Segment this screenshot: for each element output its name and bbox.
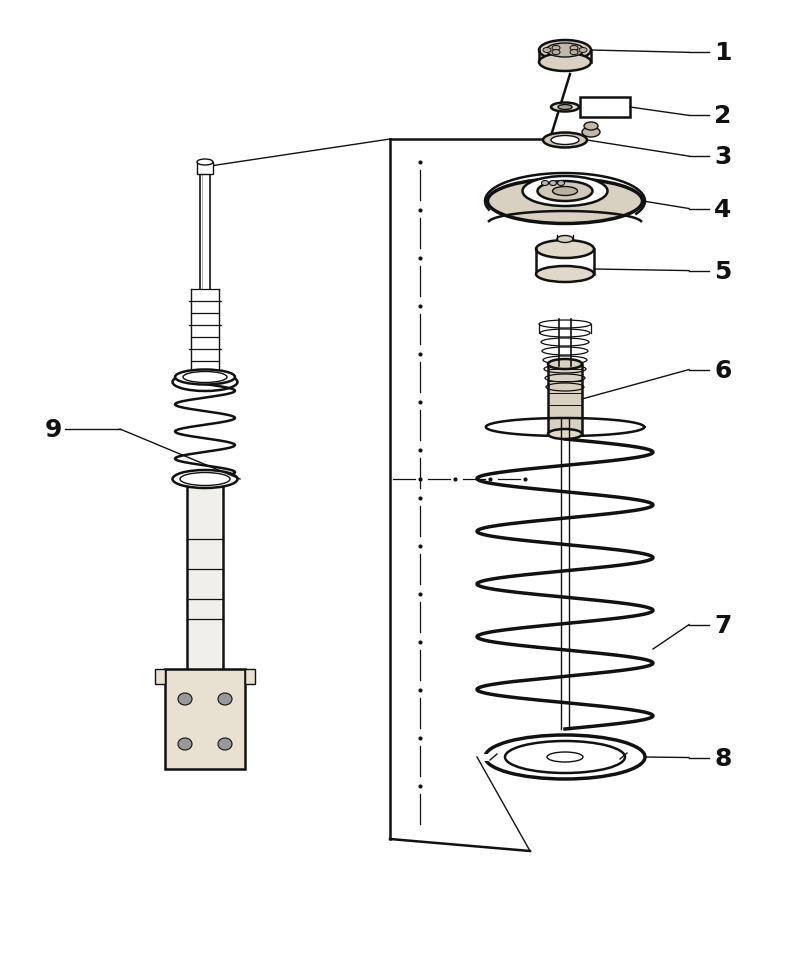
Ellipse shape: [570, 50, 578, 55]
Text: 1: 1: [714, 42, 731, 65]
Ellipse shape: [218, 693, 232, 705]
Ellipse shape: [536, 240, 594, 259]
Ellipse shape: [539, 54, 591, 72]
Bar: [245, 670, 255, 684]
Ellipse shape: [552, 47, 560, 51]
Text: 5: 5: [714, 260, 731, 283]
Bar: [189, 480, 221, 670]
Bar: [580, 98, 630, 118]
Ellipse shape: [178, 738, 192, 750]
Ellipse shape: [557, 236, 573, 243]
Ellipse shape: [542, 181, 549, 186]
Ellipse shape: [543, 48, 551, 53]
Ellipse shape: [173, 471, 238, 488]
Text: 7: 7: [714, 613, 731, 637]
Bar: [197, 163, 213, 174]
Ellipse shape: [553, 187, 578, 197]
Text: 6: 6: [714, 359, 731, 382]
Ellipse shape: [178, 693, 192, 705]
Ellipse shape: [546, 44, 584, 58]
Ellipse shape: [522, 176, 607, 206]
Ellipse shape: [558, 181, 565, 186]
Ellipse shape: [538, 182, 593, 202]
Text: 9: 9: [45, 418, 62, 442]
Ellipse shape: [487, 179, 642, 224]
Ellipse shape: [180, 473, 230, 486]
Ellipse shape: [548, 429, 582, 440]
Ellipse shape: [558, 106, 572, 110]
Ellipse shape: [183, 372, 227, 383]
Bar: [548, 364, 582, 434]
Ellipse shape: [552, 50, 560, 55]
Ellipse shape: [551, 137, 579, 145]
Ellipse shape: [582, 128, 600, 138]
Ellipse shape: [218, 738, 232, 750]
Ellipse shape: [197, 160, 213, 166]
Bar: [155, 670, 165, 684]
Ellipse shape: [543, 134, 587, 148]
Ellipse shape: [570, 47, 578, 51]
Ellipse shape: [551, 104, 579, 112]
Text: 8: 8: [714, 746, 731, 769]
Ellipse shape: [548, 359, 582, 369]
Text: 2: 2: [714, 105, 731, 128]
Bar: [165, 670, 245, 769]
Text: 4: 4: [714, 198, 731, 221]
Ellipse shape: [579, 48, 587, 53]
Ellipse shape: [175, 370, 235, 385]
Ellipse shape: [584, 123, 598, 131]
Ellipse shape: [539, 41, 591, 61]
Ellipse shape: [536, 266, 594, 283]
Ellipse shape: [550, 181, 557, 186]
Text: 3: 3: [714, 145, 731, 169]
